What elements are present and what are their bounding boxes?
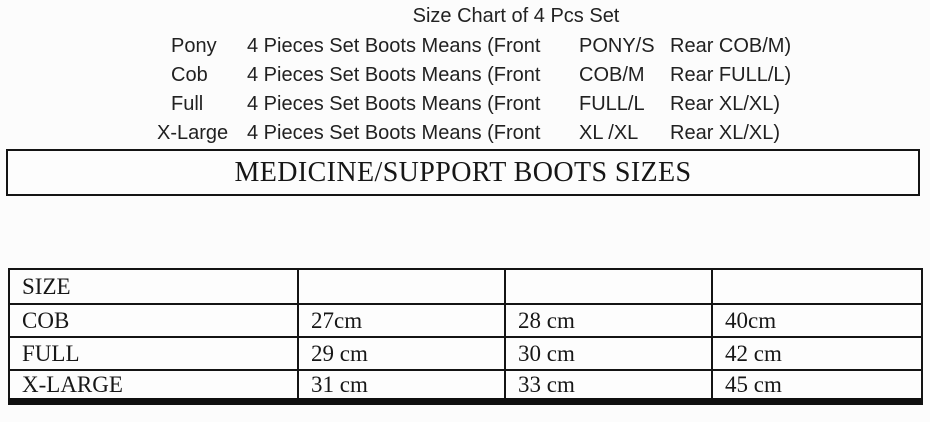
sizes-table: SIZE COB 27cm 28 cm 40cm FULL 29 cm 30 c…: [8, 268, 923, 405]
set-description-row-pony: Pony 4 Pieces Set Boots Means (Front PON…: [157, 32, 930, 61]
set-front-size: XL /XL: [579, 122, 639, 144]
measurement-cell: 45 cm: [711, 369, 923, 403]
measurement-cell: 29 cm: [297, 336, 506, 371]
set-front-size: FULL/L: [579, 93, 645, 115]
table-row-xlarge: X-LARGE 31 cm 33 cm 45 cm: [8, 369, 923, 403]
measurement-cell: 30 cm: [504, 336, 713, 371]
set-size-label: X-Large: [157, 122, 229, 144]
set-description: 4 Pieces Set Boots Means (Front: [247, 122, 541, 144]
row-label-cell: COB: [8, 303, 299, 338]
set-description-row-cob: Cob 4 Pieces Set Boots Means (Front COB/…: [157, 61, 930, 90]
table-header-cell-2: [504, 268, 713, 305]
table-header-cell-1: [297, 268, 506, 305]
set-description: 4 Pieces Set Boots Means (Front: [247, 93, 541, 115]
set-description: 4 Pieces Set Boots Means (Front: [247, 35, 541, 57]
set-description-row-full: Full 4 Pieces Set Boots Means (Front FUL…: [157, 90, 930, 119]
measurement-cell: 28 cm: [504, 303, 713, 338]
section-header-title: MEDICINE/SUPPORT BOOTS SIZES: [234, 156, 692, 188]
set-rear-size: Rear COB/M): [670, 35, 792, 57]
page-title: Size Chart of 4 Pcs Set: [412, 5, 620, 27]
set-description-list: Pony 4 Pieces Set Boots Means (Front PON…: [157, 32, 930, 148]
measurement-cell: 27cm: [297, 303, 506, 338]
set-size-label: Full: [171, 93, 204, 115]
set-rear-size: Rear XL/XL): [670, 122, 781, 144]
set-size-label: Cob: [171, 64, 208, 86]
table-header-cell-3: [711, 268, 923, 305]
set-front-size: PONY/S: [579, 35, 655, 57]
measurement-cell: 40cm: [711, 303, 923, 338]
row-label-cell: X-LARGE: [8, 369, 299, 403]
measurement-cell: 42 cm: [711, 336, 923, 371]
row-label-cell: FULL: [8, 336, 299, 371]
set-description-row-xlarge: X-Large 4 Pieces Set Boots Means (Front …: [157, 119, 930, 148]
measurement-cell: 31 cm: [297, 369, 506, 403]
table-header-row: SIZE: [8, 268, 923, 305]
table-header-cell-size: SIZE: [8, 268, 299, 305]
size-chart-document: Size Chart of 4 Pcs Set Pony 4 Pieces Se…: [0, 3, 930, 405]
section-header-banner: MEDICINE/SUPPORT BOOTS SIZES: [6, 149, 920, 196]
set-description: 4 Pieces Set Boots Means (Front: [247, 64, 541, 86]
measurement-cell: 33 cm: [504, 369, 713, 403]
set-rear-size: Rear XL/XL): [670, 93, 781, 115]
table-row-full: FULL 29 cm 30 cm 42 cm: [8, 336, 923, 371]
set-rear-size: Rear FULL/L): [670, 64, 792, 86]
table-row-cob: COB 27cm 28 cm 40cm: [8, 303, 923, 338]
set-size-label: Pony: [171, 35, 217, 57]
set-front-size: COB/M: [579, 64, 645, 86]
